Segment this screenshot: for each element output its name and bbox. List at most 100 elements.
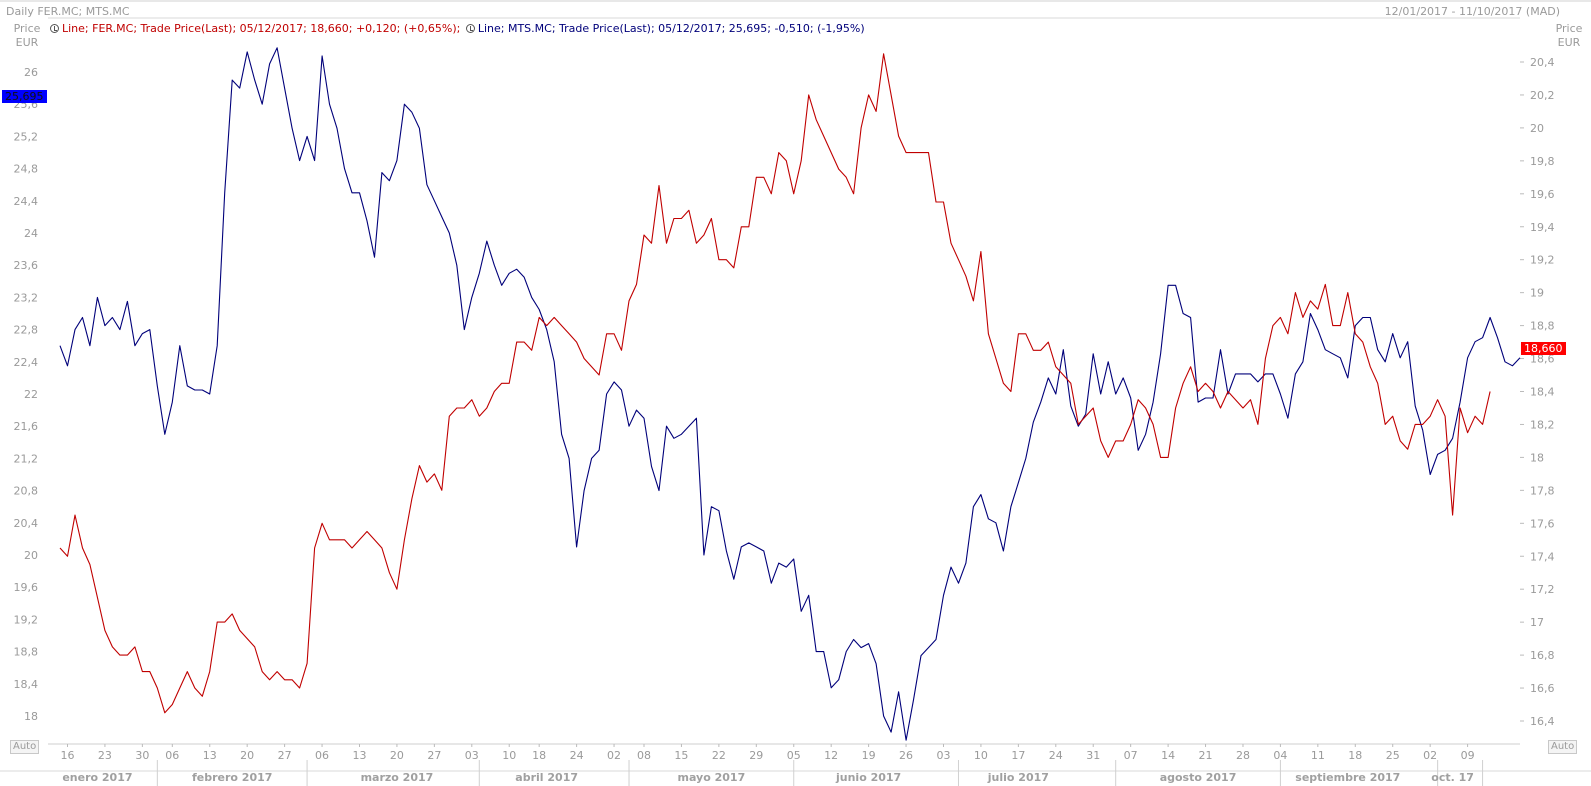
x-tick-label: 23 xyxy=(98,749,112,762)
y-right-tick-label: 18,4 xyxy=(1530,386,1555,399)
x-tick-label: 03 xyxy=(936,749,950,762)
legend-entry-fer: Line; FER.MC; Trade Price(Last); 05/12/2… xyxy=(62,22,461,35)
month-label: enero 2017 xyxy=(62,771,132,784)
month-label: agosto 2017 xyxy=(1160,771,1237,784)
auto-scale-left-button[interactable]: Auto xyxy=(10,740,40,754)
x-tick-label: 28 xyxy=(1236,749,1250,762)
month-label: abril 2017 xyxy=(515,771,578,784)
x-tick-label: 05 xyxy=(787,749,801,762)
y-right-tick-label: 18,8 xyxy=(1530,320,1555,333)
x-tick-label: 13 xyxy=(352,749,366,762)
y-left-tick-label: 23,6 xyxy=(14,259,39,272)
x-tick-label: 10 xyxy=(502,749,516,762)
y-left-tick-label: 21,2 xyxy=(14,452,39,465)
y-left-tick-label: 24 xyxy=(24,227,38,240)
y-left-tick-label: 20,8 xyxy=(14,485,39,498)
month-label: febrero 2017 xyxy=(192,771,272,784)
x-tick-label: 10 xyxy=(974,749,988,762)
y-left-tick-label: 23,2 xyxy=(14,291,39,304)
y-right-tick-label: 16,6 xyxy=(1530,682,1555,695)
last-price-tag-mts: 25,695 xyxy=(2,89,47,103)
y-right-tick-label: 20 xyxy=(1530,122,1544,135)
chart-title: Daily FER.MC; MTS.MC xyxy=(6,5,130,18)
y-left-tick-label: 22,4 xyxy=(14,356,39,369)
series-line-mts-mc xyxy=(59,47,1521,741)
x-tick-label: 18 xyxy=(1348,749,1362,762)
month-label: marzo 2017 xyxy=(361,771,434,784)
y-right-tick-label: 19,6 xyxy=(1530,188,1555,201)
x-tick-label: 27 xyxy=(278,749,292,762)
y-right-tick-label: 16,4 xyxy=(1530,715,1555,728)
x-tick-label: 19 xyxy=(862,749,876,762)
x-tick-label: 21 xyxy=(1199,749,1213,762)
y-right-tick-label: 20,2 xyxy=(1530,89,1555,102)
y-right-tick-label: 17,4 xyxy=(1530,550,1555,563)
clock-icon[interactable] xyxy=(465,24,475,33)
month-label: septiembre 2017 xyxy=(1295,771,1400,784)
y-left-tick-label: 18,8 xyxy=(14,646,39,659)
x-tick-label: 15 xyxy=(674,749,688,762)
x-tick-label: 27 xyxy=(427,749,441,762)
y-right-tick-label: 19,4 xyxy=(1530,221,1555,234)
y-right-tick-label: 17,6 xyxy=(1530,517,1555,530)
x-tick-label: 25 xyxy=(1386,749,1400,762)
y-left-tick-label: 19,2 xyxy=(14,613,39,626)
y-left-tick-label: 18 xyxy=(24,710,38,723)
y-left-tick-label: 22 xyxy=(24,388,38,401)
x-tick-label: 11 xyxy=(1311,749,1325,762)
legend-entry-mts: Line; MTS.MC; Trade Price(Last); 05/12/2… xyxy=(477,22,865,35)
x-tick-label: 30 xyxy=(135,749,149,762)
month-label: mayo 2017 xyxy=(678,771,746,784)
month-label: oct. 17 xyxy=(1431,771,1474,784)
x-tick-label: 12 xyxy=(824,749,838,762)
y-right-tick-label: 18 xyxy=(1530,451,1544,464)
y-right-tick-label: 19 xyxy=(1530,287,1544,300)
date-range: 12/01/2017 - 11/10/2017 (MAD) xyxy=(1384,5,1560,18)
x-tick-label: 06 xyxy=(315,749,329,762)
x-tick-label: 14 xyxy=(1161,749,1175,762)
x-tick-label: 16 xyxy=(60,749,74,762)
x-tick-label: 20 xyxy=(240,749,254,762)
month-label: junio 2017 xyxy=(835,771,901,784)
y-left-tick-label: 19,6 xyxy=(14,581,39,594)
x-tick-label: 31 xyxy=(1086,749,1100,762)
right-axis-unit: Price EUR xyxy=(1555,22,1583,49)
x-tick-label: 06 xyxy=(165,749,179,762)
auto-scale-right-button[interactable]: Auto xyxy=(1548,740,1578,754)
x-tick-label: 13 xyxy=(203,749,217,762)
y-right-tick-label: 20,4 xyxy=(1530,56,1555,69)
y-right-tick-label: 19,2 xyxy=(1530,254,1555,267)
y-left-tick-label: 20,4 xyxy=(14,517,39,530)
y-right-tick-label: 16,8 xyxy=(1530,649,1555,662)
y-right-tick-label: 17,8 xyxy=(1530,484,1555,497)
y-right-tick-label: 17,2 xyxy=(1530,583,1555,596)
y-left-tick-label: 21,6 xyxy=(14,420,39,433)
x-tick-label: 26 xyxy=(899,749,913,762)
month-label: julio 2017 xyxy=(987,771,1049,784)
x-tick-label: 09 xyxy=(1461,749,1475,762)
clock-icon[interactable] xyxy=(50,24,59,33)
last-price-tag-fer: 18,660 xyxy=(1521,341,1566,355)
x-tick-label: 04 xyxy=(1273,749,1287,762)
x-tick-label: 18 xyxy=(532,749,546,762)
y-left-tick-label: 18,4 xyxy=(14,678,39,691)
x-tick-label: 02 xyxy=(607,749,621,762)
x-tick-label: 29 xyxy=(749,749,763,762)
y-right-tick-label: 18,2 xyxy=(1530,418,1555,431)
y-right-tick-label: 18,6 xyxy=(1530,353,1555,366)
y-right-tick-label: 19,8 xyxy=(1530,155,1555,168)
y-left-tick-label: 22,8 xyxy=(14,324,39,337)
x-tick-label: 24 xyxy=(1049,749,1063,762)
x-tick-label: 24 xyxy=(570,749,584,762)
y-left-tick-label: 24,8 xyxy=(14,163,39,176)
x-tick-label: 02 xyxy=(1423,749,1437,762)
x-tick-label: 17 xyxy=(1011,749,1025,762)
y-right-tick-label: 17 xyxy=(1530,616,1544,629)
y-left-tick-label: 24,4 xyxy=(14,195,39,208)
y-left-tick-label: 26 xyxy=(24,66,38,79)
x-tick-label: 03 xyxy=(465,749,479,762)
series-line-fer-mc xyxy=(59,53,1491,714)
x-tick-label: 20 xyxy=(390,749,404,762)
